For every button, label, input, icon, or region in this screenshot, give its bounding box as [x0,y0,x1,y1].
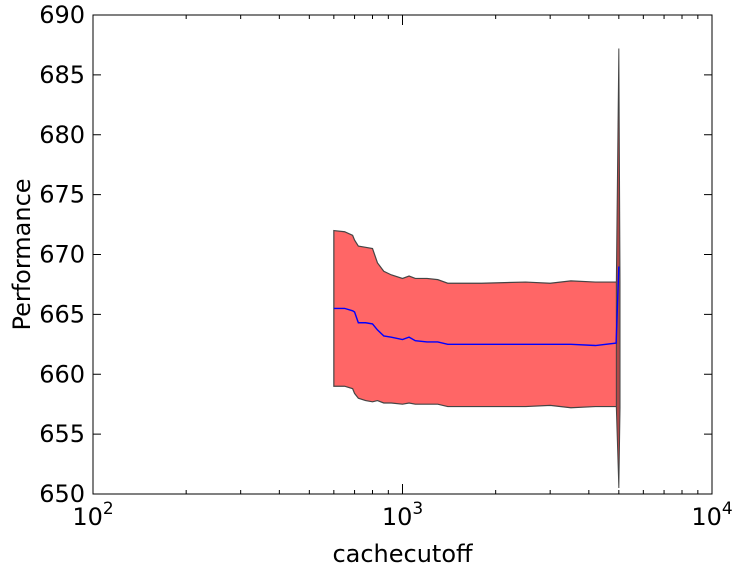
y-tick-label: 655 [39,420,85,448]
confidence-band [333,229,620,409]
x-axis: 102 103 104 [72,15,733,531]
y-tick-label: 660 [39,360,85,388]
x-tick-label: 104 [691,499,732,531]
y-axis: 650 655 660 665 670 675 680 685 690 [39,1,712,508]
y-tick-label: 690 [39,1,85,29]
y-axis-label: Performance [8,178,36,330]
x-tick-label: 102 [72,499,113,531]
y-tick-label: 680 [39,121,85,149]
y-tick-label: 685 [39,61,85,89]
x-tick-label: 103 [382,499,423,531]
y-tick-label: 670 [39,241,85,269]
y-tick-label: 665 [39,300,85,328]
plot-area [333,48,621,489]
plot-frame [92,14,713,495]
x-axis-label: cachecutoff [332,540,473,568]
y-tick-label: 675 [39,181,85,209]
mean-line [333,266,620,347]
y-tick-label: 650 [39,480,85,508]
